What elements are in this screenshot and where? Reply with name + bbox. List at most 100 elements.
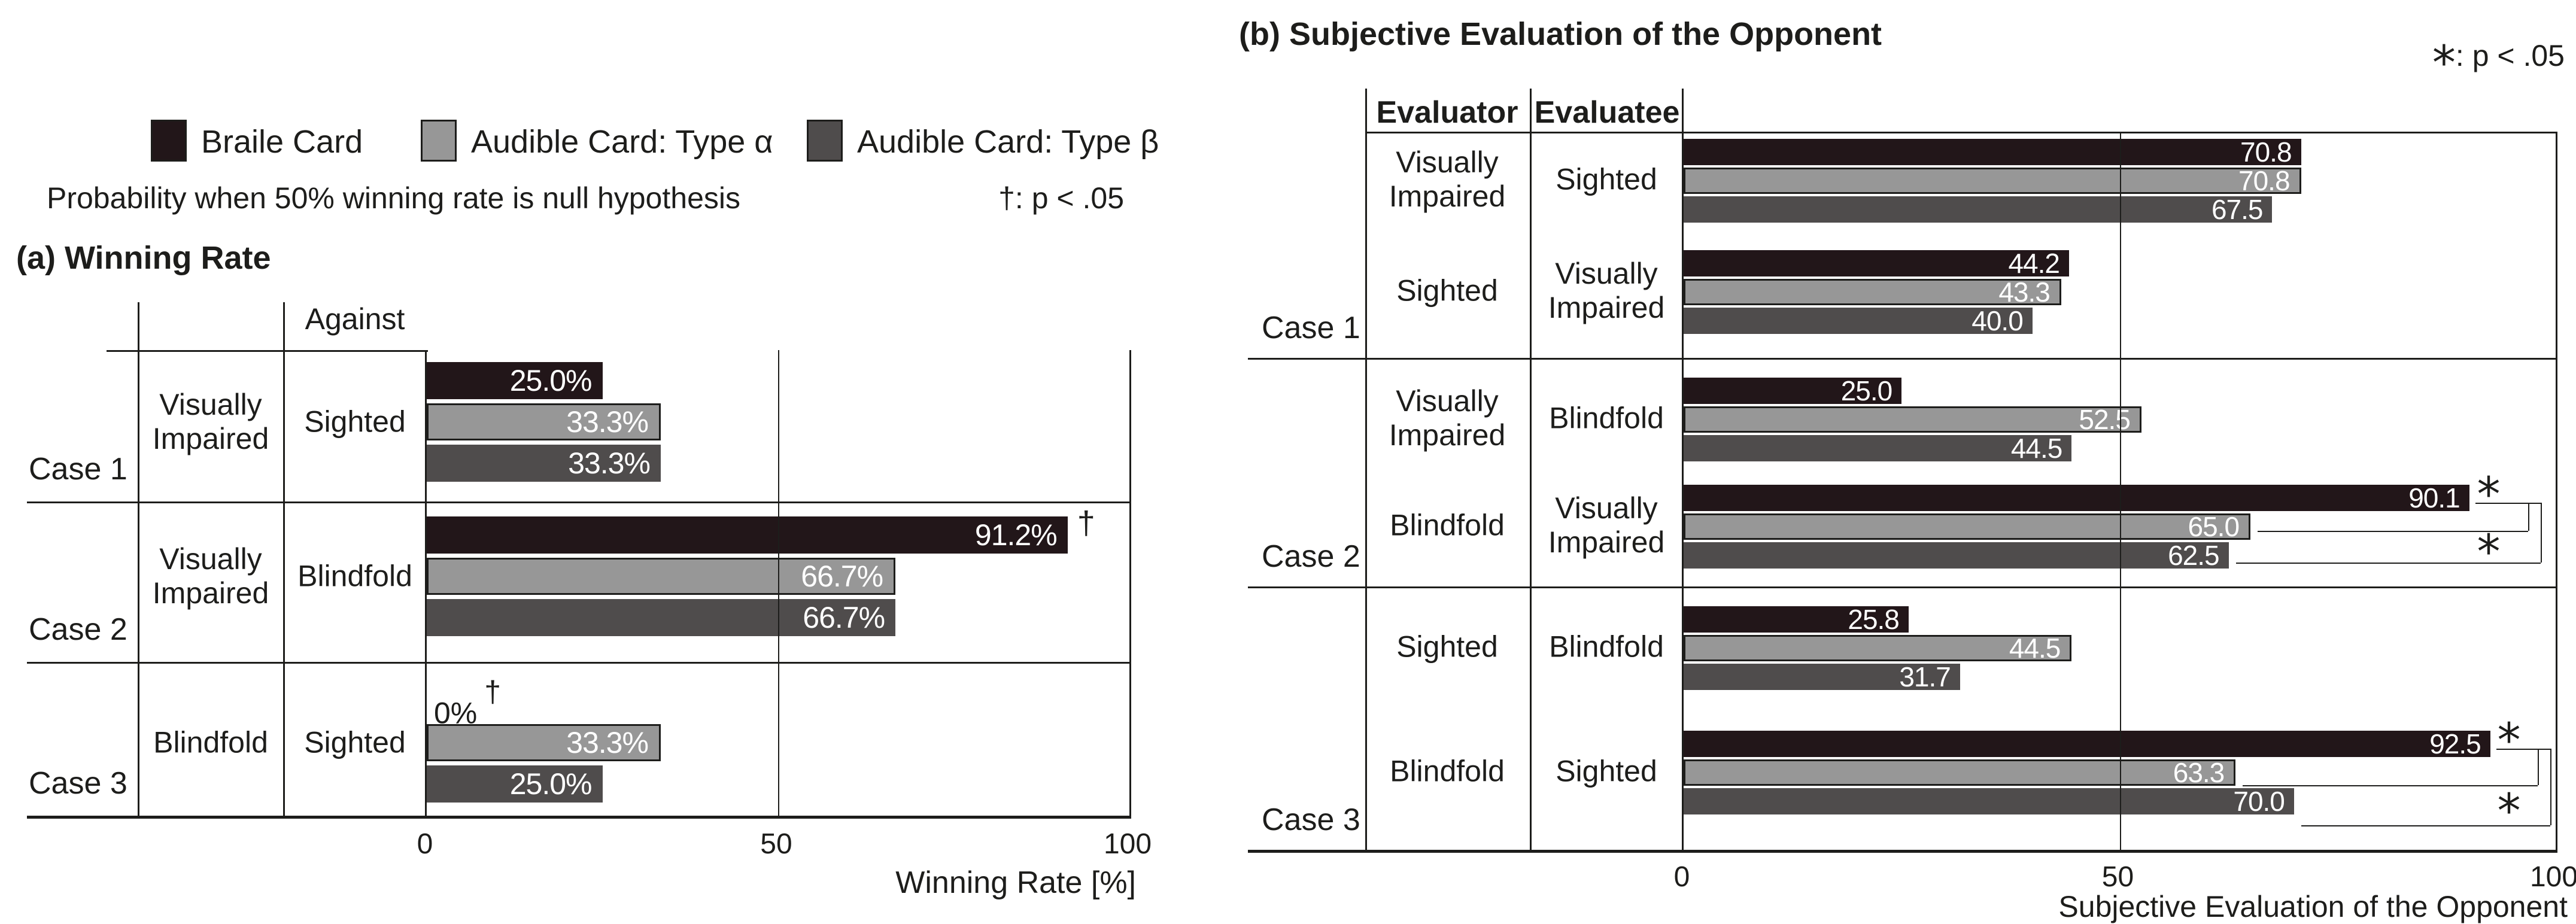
bar: 90.1 [1684, 482, 2469, 513]
case-label: Case 2 [1262, 539, 1360, 574]
bar: 65.0 [1684, 511, 2251, 542]
sig-bracket-line [2235, 563, 2541, 564]
asterisk-note-symbol: * [2432, 37, 2456, 90]
bar: 70.8 [1684, 136, 2301, 168]
chart-a-col-line-2 [283, 302, 285, 816]
legend-swatch-1 [421, 120, 457, 162]
evaluator-header: Evaluator [1376, 95, 1518, 130]
sig-bracket-line [2496, 749, 2550, 750]
case-label: Case 3 [29, 766, 127, 801]
chart-a-axis-line [27, 816, 1131, 819]
sig-bracket-line [2528, 503, 2529, 531]
bar: 25.0 [1684, 375, 1902, 406]
row-label: Sighted [304, 405, 406, 439]
chart-b-axis-tick: 100 [2529, 861, 2576, 893]
row-label: Blindfold [297, 559, 412, 593]
bar: 62.5 [1684, 540, 2229, 571]
chart-b-case-separator-1 [1248, 358, 2557, 360]
chart-a-gridline-50 [778, 350, 779, 816]
row-label: Blindfold [1549, 630, 1664, 664]
chart-a-against-header: Against [305, 302, 405, 336]
row-label: Sighted [1556, 162, 1657, 196]
row-label: Visually Impaired [152, 388, 269, 455]
dagger-mark: † [484, 675, 502, 709]
chart-b-axis-label: Subjective Evaluation of the Opponent [2058, 890, 2568, 923]
chart-b-case-separator-2 [1248, 586, 2557, 588]
dagger-note: †: p < .05 [998, 181, 1124, 215]
sig-bracket-line [2538, 749, 2539, 785]
bar: 70.8 [1684, 165, 2301, 196]
case-label: Case 2 [29, 612, 127, 647]
chart-b-axis-tick: 50 [2101, 861, 2134, 893]
row-label: Visually Impaired [152, 542, 269, 610]
dagger-mark: † [1077, 505, 1095, 541]
bar: 33.3% [427, 724, 661, 761]
chart-a-case-separator-2 [27, 662, 1131, 664]
bar: 70.0 [1684, 786, 2294, 817]
asterisk-note-text: : p < .05 [2455, 39, 2565, 72]
sig-bracket-line [2541, 503, 2542, 563]
legend-label: Audible Card: Type β [857, 124, 1159, 160]
chart-b-col-line-1 [1365, 89, 1367, 850]
chart-a-case-separator-1 [27, 501, 1131, 503]
case-label: Case 1 [1262, 311, 1360, 345]
sig-asterisk: * [2497, 714, 2521, 768]
chart-a-axis-tick: 0 [417, 828, 433, 860]
bar: 66.7% [427, 558, 896, 595]
chart-b-zero-axis [1682, 89, 1684, 850]
bar: 31.7 [1684, 661, 1960, 692]
row-label: Visually Impaired [1548, 491, 1665, 559]
sig-bracket-line [2301, 825, 2550, 826]
sig-asterisk: * [2477, 525, 2501, 579]
chart-a-right-boundary [1129, 350, 1131, 816]
chart-b-title: (b) Subjective Evaluation of the Opponen… [1239, 16, 1882, 52]
asterisk-note: *: p < .05 [2334, 38, 2565, 87]
bar: 63.3 [1684, 757, 2236, 788]
bar: 91.2% [427, 516, 1068, 554]
bar: 25.8 [1684, 604, 1909, 635]
sig-asterisk: * [2497, 785, 2521, 838]
sig-asterisk: * [2477, 468, 2501, 522]
row-label: Sighted [1396, 273, 1498, 308]
row-label: Visually Impaired [1389, 145, 1506, 213]
row-label: Sighted [304, 725, 406, 759]
bar: 44.5 [1684, 633, 2072, 664]
row-label: Sighted [1556, 754, 1657, 788]
bar: 66.7% [427, 599, 896, 636]
chart-a-top-line [107, 350, 428, 352]
chart-a-title: (a) Winning Rate [16, 240, 271, 276]
bar: 40.0 [1684, 305, 2033, 336]
bar: 44.5 [1684, 433, 2072, 464]
bar: 52.5 [1684, 404, 2141, 435]
legend-label: Braile Card [201, 124, 363, 160]
bar: 44.2 [1684, 248, 2069, 279]
chart-b-top-line [1365, 132, 2557, 133]
chart-b-gridline-50 [2120, 132, 2121, 850]
row-label: Blindfold [1549, 401, 1664, 435]
row-label: Blindfold [153, 725, 268, 759]
bar: 25.0% [427, 765, 603, 803]
legend-swatch-0 [151, 120, 187, 162]
sig-bracket-line [2243, 785, 2538, 786]
bar: 33.3% [427, 403, 661, 440]
row-label: Visually Impaired [1389, 384, 1506, 452]
chart-b-right-boundary [2556, 132, 2557, 850]
chart-b-axis-line [1248, 850, 2557, 853]
evaluatee-header: Evaluatee [1534, 95, 1680, 130]
sig-bracket-line [2475, 503, 2541, 504]
bar: 67.5 [1684, 194, 2273, 225]
legend-swatch-2 [807, 120, 843, 162]
chart-a-zero-axis [425, 350, 427, 816]
legend-label: Audible Card: Type α [471, 124, 773, 160]
chart-a-axis-tick: 50 [760, 828, 792, 860]
probability-note: Probability when 50% winning rate is nul… [47, 181, 740, 215]
row-label: Sighted [1396, 630, 1498, 664]
bar: 43.3 [1684, 276, 2061, 308]
bar: 25.0% [427, 362, 603, 399]
sig-bracket-line [2550, 749, 2551, 825]
case-label: Case 1 [29, 452, 127, 487]
chart-a-col-line-1 [138, 302, 139, 816]
chart-b-axis-tick: 0 [1673, 861, 1690, 893]
chart-b-col-line-2 [1530, 89, 1532, 850]
